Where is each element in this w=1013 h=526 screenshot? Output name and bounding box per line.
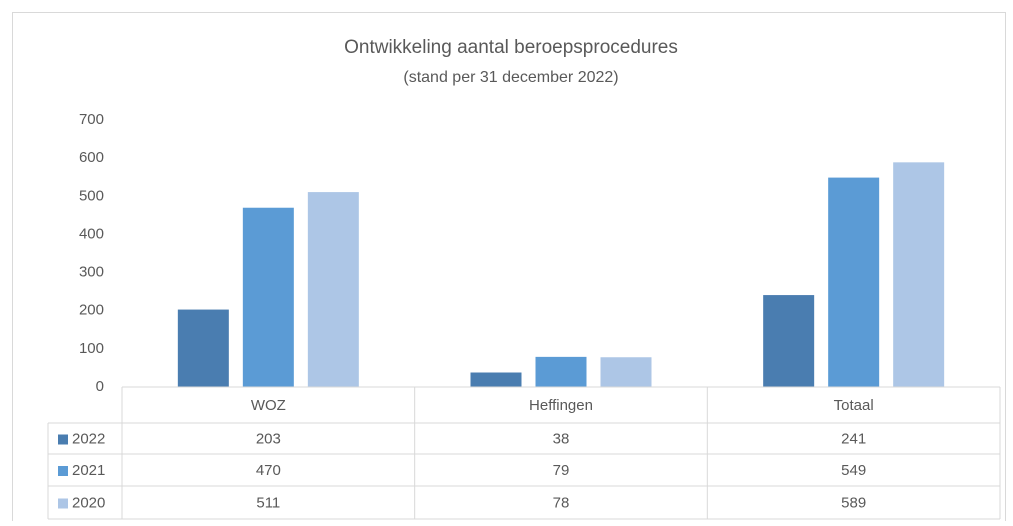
legend-swatch — [58, 434, 68, 445]
table-value: 78 — [553, 494, 570, 511]
y-tick-label: 200 — [79, 302, 104, 319]
y-tick-label: 100 — [79, 340, 104, 357]
bar — [535, 356, 587, 387]
chart-title: Ontwikkeling aantal beroepsprocedures — [344, 37, 678, 58]
table-value: 241 — [841, 430, 866, 447]
x-tick-label: Heffingen — [529, 397, 593, 414]
table-value: 79 — [553, 462, 570, 479]
y-tick-label: 600 — [79, 149, 104, 166]
bar — [600, 357, 652, 387]
legend-label: 2021 — [72, 462, 105, 479]
table-value: 549 — [841, 462, 866, 479]
y-tick-label: 0 — [96, 378, 104, 395]
legend-label: 2022 — [72, 430, 105, 447]
chart-subtitle: (stand per 31 december 2022) — [403, 69, 618, 86]
y-tick-label: 700 — [79, 111, 104, 128]
bar — [828, 177, 880, 387]
table-value: 470 — [256, 462, 281, 479]
table-value: 38 — [553, 430, 570, 447]
bar — [470, 372, 522, 387]
y-tick-label: 500 — [79, 187, 104, 204]
x-tick-label: Totaal — [834, 397, 874, 414]
bar — [763, 295, 815, 387]
table-value: 203 — [256, 430, 281, 447]
legend-swatch — [58, 498, 68, 509]
table-value: 511 — [256, 494, 280, 511]
bar — [307, 192, 359, 387]
y-tick-label: 300 — [79, 264, 104, 281]
bar — [242, 207, 294, 387]
y-tick-label: 400 — [79, 225, 104, 242]
bar — [177, 309, 229, 387]
table-value: 589 — [841, 494, 866, 511]
legend-label: 2020 — [72, 494, 105, 511]
bar — [893, 162, 945, 387]
x-tick-label: WOZ — [251, 397, 286, 414]
legend-swatch — [58, 466, 68, 476]
